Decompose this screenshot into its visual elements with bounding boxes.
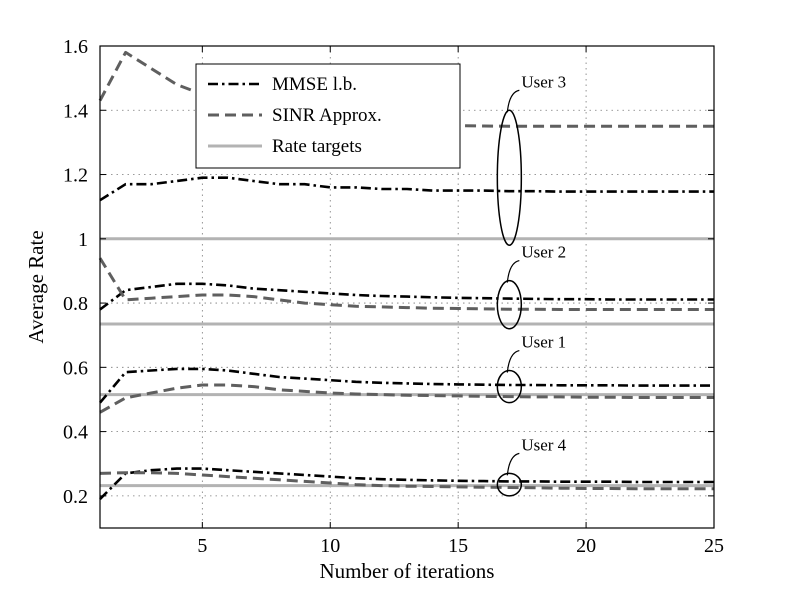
x-tick-label: 10 bbox=[320, 535, 340, 557]
y-tick-label: 1 bbox=[78, 229, 88, 251]
y-tick-label: 0.4 bbox=[63, 422, 88, 444]
annotation-ellipse bbox=[496, 279, 523, 330]
annotation-leader bbox=[506, 349, 520, 373]
x-tick-label: 5 bbox=[197, 535, 207, 557]
annotation-label: User 4 bbox=[521, 435, 566, 454]
x-axis-label: Number of iterations bbox=[320, 559, 495, 583]
y-tick-label: 0.6 bbox=[63, 357, 88, 379]
annotation-leader bbox=[506, 452, 520, 476]
annotation-ellipse bbox=[496, 109, 523, 246]
annotation-label: User 2 bbox=[521, 243, 566, 262]
y-tick-label: 1.6 bbox=[63, 36, 88, 58]
series-user-1-sinr bbox=[99, 383, 714, 414]
series-user-1-mmse bbox=[99, 367, 714, 404]
annotation-leader bbox=[506, 259, 520, 283]
annotation-ellipse bbox=[496, 472, 523, 497]
x-tick-label: 25 bbox=[704, 535, 724, 557]
legend-box bbox=[195, 63, 461, 169]
y-tick-label: 1.4 bbox=[63, 100, 88, 122]
user-annotations: User 3 User 2 User 1 User 4 bbox=[496, 72, 567, 497]
y-tick-label: 0.2 bbox=[63, 486, 88, 508]
axis-ticks: 5 10 15 20 25 0.2 0.4 0.6 0.8 1 1.2 1.4 1.6 bbox=[63, 36, 724, 557]
x-tick-label: 20 bbox=[576, 535, 596, 557]
series-user-3-mmse bbox=[99, 176, 714, 202]
legend-label-target: Rate targets bbox=[272, 136, 362, 157]
annotation-ellipse bbox=[496, 369, 523, 404]
x-tick-label: 15 bbox=[448, 535, 468, 557]
y-tick-label: 1.2 bbox=[63, 165, 88, 187]
legend-label-sinr: SINR Approx. bbox=[272, 105, 382, 126]
plot-frame bbox=[99, 45, 715, 529]
series-user-2-mmse bbox=[99, 282, 714, 311]
rate-target-lines bbox=[100, 237, 714, 488]
annotation-leader bbox=[506, 89, 520, 113]
y-tick-label: 0.8 bbox=[63, 293, 88, 315]
series-user-4-sinr bbox=[99, 471, 714, 491]
annotation-label: User 3 bbox=[521, 72, 566, 91]
y-axis-label: Average Rate bbox=[24, 230, 48, 343]
legend: MMSE l.b. SINR Approx. Rate targets bbox=[195, 63, 461, 169]
annotation-label: User 1 bbox=[521, 333, 566, 352]
legend-label-mmse: MMSE l.b. bbox=[272, 74, 357, 95]
series-user-2-sinr bbox=[98, 257, 714, 311]
